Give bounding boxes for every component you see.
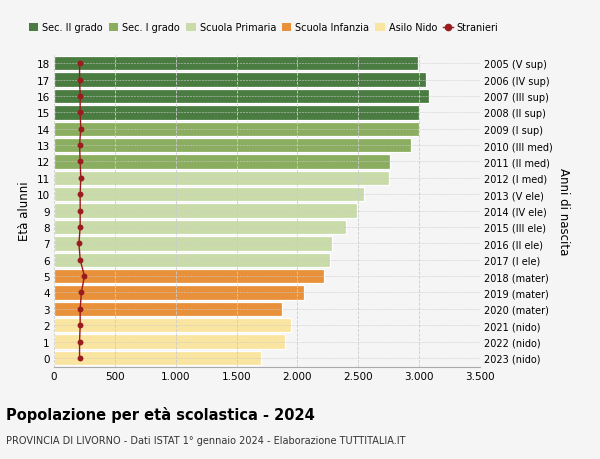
Bar [54,122,419,137]
Bar [54,171,389,185]
Bar [54,106,419,120]
Bar [54,351,261,365]
Point [80,273,89,280]
Point [76,158,85,166]
Point [75,338,85,346]
Point [76,191,85,198]
Point [74,240,84,247]
Bar [54,73,427,88]
Bar [54,285,304,300]
Bar [54,269,324,284]
Point [76,126,86,133]
Point [76,306,85,313]
Point [76,257,85,264]
Point [75,354,85,362]
Point [75,61,85,68]
Bar [54,204,357,218]
Legend: Sec. II grado, Sec. I grado, Scuola Primaria, Scuola Infanzia, Asilo Nido, Stran: Sec. II grado, Sec. I grado, Scuola Prim… [25,19,502,37]
Bar [54,253,330,267]
Bar [54,188,364,202]
Bar [54,139,410,153]
Text: Popolazione per età scolastica - 2024: Popolazione per età scolastica - 2024 [6,406,315,422]
Point [77,289,86,297]
Bar [54,90,429,104]
Point [76,224,85,231]
Point [76,93,85,101]
Point [75,77,85,84]
Point [76,109,85,117]
Bar [54,220,346,235]
Y-axis label: Anni di nascita: Anni di nascita [557,168,569,255]
Point [76,207,85,215]
Bar [54,302,281,316]
Text: PROVINCIA DI LIVORNO - Dati ISTAT 1° gennaio 2024 - Elaborazione TUTTITALIA.IT: PROVINCIA DI LIVORNO - Dati ISTAT 1° gen… [6,435,406,445]
Bar [54,319,292,333]
Point [76,322,85,329]
Y-axis label: Età alunni: Età alunni [18,181,31,241]
Bar [54,335,285,349]
Point [75,142,85,150]
Point [76,175,86,182]
Bar [54,237,332,251]
Bar [54,155,390,169]
Bar [54,57,418,71]
